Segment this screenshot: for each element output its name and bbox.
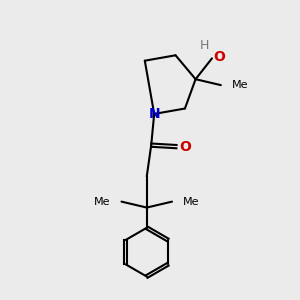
Text: O: O [213, 50, 225, 64]
Text: O: O [179, 140, 191, 154]
Text: Me: Me [94, 196, 110, 207]
Text: H: H [200, 38, 209, 52]
Text: Me: Me [232, 80, 249, 90]
Text: Me: Me [183, 196, 200, 207]
Text: N: N [148, 107, 160, 121]
